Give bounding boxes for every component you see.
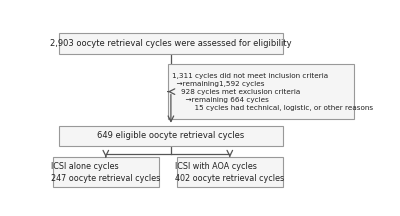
Text: 1,311 cycles did not meet inclusion criteria
  →remaining1,592 cycles
    928 cy: 1,311 cycles did not meet inclusion crit… bbox=[172, 73, 374, 111]
Bar bbox=[53, 157, 158, 187]
Bar bbox=[168, 64, 354, 119]
Bar bbox=[59, 126, 282, 146]
Bar bbox=[59, 33, 282, 54]
Text: 2,903 oocyte retrieval cycles were assessed for eligibility: 2,903 oocyte retrieval cycles were asses… bbox=[50, 39, 292, 48]
Text: 649 eligible oocyte retrieval cycles: 649 eligible oocyte retrieval cycles bbox=[97, 131, 244, 140]
Bar bbox=[177, 157, 282, 187]
Text: ICSI alone cycles
247 oocyte retrieval cycles: ICSI alone cycles 247 oocyte retrieval c… bbox=[51, 162, 160, 183]
Text: ICSI with AOA cycles
402 oocyte retrieval cycles: ICSI with AOA cycles 402 oocyte retrieva… bbox=[175, 162, 284, 183]
